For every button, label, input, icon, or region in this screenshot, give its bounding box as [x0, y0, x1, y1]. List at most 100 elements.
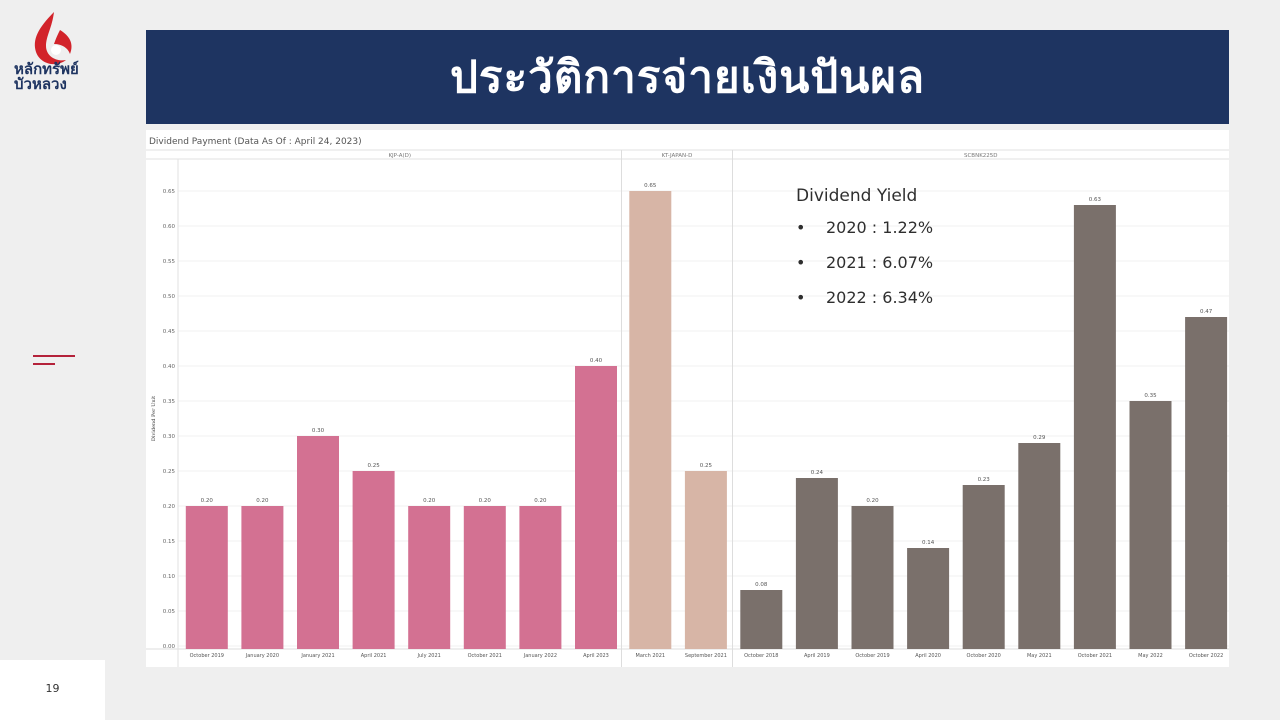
bar — [740, 590, 783, 649]
y-tick-label: 0.00 — [163, 644, 176, 650]
y-tick-label: 0.65 — [163, 189, 176, 195]
x-tick-label: September 2021 — [685, 653, 727, 659]
bar — [241, 506, 284, 649]
y-tick-label: 0.05 — [163, 609, 176, 615]
data-label: 0.40 — [590, 358, 603, 364]
panel-header-label: KJP-A(D) — [388, 153, 411, 159]
data-label: 0.65 — [644, 183, 657, 189]
logo-text-line1: หลักทรัพย์ — [14, 60, 79, 78]
dividend-yield-box: Dividend Yield • 2020 : 1.22% • 2021 : 6… — [796, 186, 1056, 323]
dividend-yield-2022: 2022 : 6.34% — [826, 288, 934, 307]
x-tick-label: October 2019 — [855, 653, 889, 659]
bar — [408, 506, 451, 649]
page-title: ประวัติการจ่ายเงินปันผล — [449, 52, 926, 103]
x-tick-label: April 2021 — [361, 653, 387, 659]
bar — [463, 506, 506, 649]
bar — [1129, 401, 1172, 649]
data-label: 0.25 — [367, 463, 380, 469]
x-tick-label: October 2021 — [468, 653, 502, 659]
bar — [795, 478, 838, 649]
decorative-line-short — [33, 363, 55, 365]
data-label: 0.63 — [1089, 197, 1102, 203]
dividend-yield-item: • 2020 : 1.22% — [796, 218, 1056, 253]
x-tick-label: October 2020 — [967, 653, 1001, 659]
data-label: 0.24 — [811, 470, 824, 476]
bar — [1185, 317, 1228, 649]
data-label: 0.20 — [201, 498, 214, 504]
bar — [519, 506, 562, 649]
x-tick-label: October 2019 — [190, 653, 224, 659]
bar — [962, 485, 1005, 649]
data-label: 0.20 — [534, 498, 547, 504]
data-label: 0.14 — [922, 540, 935, 546]
x-tick-label: October 2022 — [1189, 653, 1223, 659]
data-label: 0.20 — [423, 498, 436, 504]
y-tick-label: 0.30 — [163, 434, 176, 440]
dividend-yield-item: • 2022 : 6.34% — [796, 288, 1056, 323]
data-label: 0.20 — [479, 498, 492, 504]
panel-header-label: SCBNK225D — [964, 153, 998, 159]
bullet-icon: • — [796, 288, 806, 307]
panel-header-label: KT-JAPAN-D — [662, 153, 693, 159]
x-tick-label: October 2021 — [1078, 653, 1112, 659]
x-tick-label: March 2021 — [636, 653, 666, 659]
bar — [1073, 205, 1116, 649]
page-number: 19 — [45, 682, 60, 695]
dividend-yield-title: Dividend Yield — [796, 186, 918, 206]
data-label: 0.20 — [866, 498, 879, 504]
title-banner: ประวัติการจ่ายเงินปันผล — [146, 30, 1229, 124]
bar — [297, 436, 339, 649]
bar — [629, 191, 672, 649]
x-tick-label: May 2022 — [1138, 653, 1163, 659]
dividend-bar-chart: Dividend Payment (Data As Of : April 24,… — [146, 137, 1229, 667]
data-label: 0.30 — [312, 428, 325, 434]
x-tick-label: April 2023 — [583, 653, 609, 659]
data-label: 0.23 — [978, 477, 991, 483]
chart-panel: Dividend Payment (Data As Of : April 24,… — [146, 130, 1229, 667]
y-tick-label: 0.45 — [163, 329, 176, 335]
page-number-box — [0, 660, 105, 720]
x-tick-label: May 2021 — [1027, 653, 1052, 659]
y-axis-label: Dividend Per Unit — [151, 396, 157, 441]
bar — [352, 471, 395, 649]
dividend-yield-2021: 2021 : 6.07% — [826, 253, 934, 272]
x-tick-label: April 2020 — [915, 653, 941, 659]
y-tick-label: 0.10 — [163, 574, 176, 580]
x-tick-label: April 2019 — [804, 653, 830, 659]
x-tick-label: January 2020 — [245, 653, 279, 659]
data-label: 0.20 — [256, 498, 269, 504]
company-logo — [8, 10, 108, 100]
y-tick-label: 0.15 — [163, 539, 176, 545]
y-tick-label: 0.55 — [163, 259, 176, 265]
bar — [907, 548, 950, 649]
bar — [684, 471, 727, 649]
dividend-yield-item: • 2021 : 6.07% — [796, 253, 1056, 288]
y-tick-label: 0.20 — [163, 504, 176, 510]
y-tick-label: 0.25 — [163, 469, 176, 475]
y-tick-label: 0.60 — [163, 224, 176, 230]
chart-title: Dividend Payment (Data As Of : April 24,… — [149, 137, 362, 147]
flame-logo-icon — [34, 12, 72, 65]
bar — [575, 366, 617, 649]
y-tick-label: 0.35 — [163, 399, 176, 405]
y-tick-label: 0.40 — [163, 364, 176, 370]
data-label: 0.47 — [1200, 309, 1213, 315]
x-tick-label: January 2022 — [523, 653, 557, 659]
data-label: 0.25 — [700, 463, 713, 469]
x-tick-label: October 2018 — [744, 653, 778, 659]
bar — [185, 506, 228, 649]
x-tick-label: July 2021 — [417, 653, 441, 659]
bullet-icon: • — [796, 253, 806, 272]
logo-text-line2: บัวหลวง — [14, 75, 67, 93]
y-tick-label: 0.50 — [163, 294, 176, 300]
logo-text: หลักทรัพย์ บัวหลวง — [14, 62, 104, 92]
data-label: 0.35 — [1144, 393, 1157, 399]
x-tick-label: January 2021 — [300, 653, 334, 659]
bar — [851, 506, 894, 649]
data-label: 0.29 — [1033, 435, 1046, 441]
data-label: 0.08 — [755, 582, 768, 588]
decorative-line — [33, 355, 75, 357]
bar — [1018, 443, 1061, 649]
dividend-yield-2020: 2020 : 1.22% — [826, 218, 934, 237]
bullet-icon: • — [796, 218, 806, 237]
